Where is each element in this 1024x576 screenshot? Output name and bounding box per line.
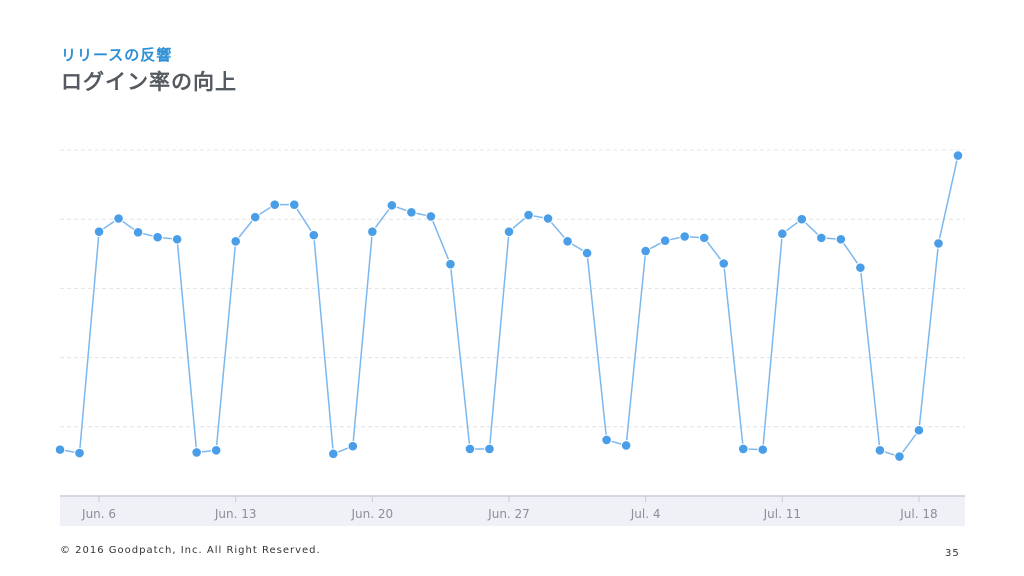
page-title: ログイン率の向上	[61, 70, 237, 94]
data-point[interactable]	[210, 445, 222, 456]
data-point[interactable]	[308, 229, 320, 241]
data-point[interactable]	[74, 447, 85, 459]
data-point[interactable]	[523, 209, 534, 221]
data-point[interactable]	[503, 226, 515, 237]
data-point[interactable]	[230, 236, 241, 247]
data-point[interactable]	[54, 444, 66, 455]
data-point[interactable]	[659, 235, 671, 246]
data-point[interactable]	[640, 245, 651, 257]
data-point[interactable]	[698, 232, 710, 244]
data-point[interactable]	[152, 231, 163, 243]
data-point[interactable]	[288, 199, 300, 210]
series-group	[54, 150, 964, 462]
data-point[interactable]	[933, 238, 944, 249]
data-point[interactable]	[464, 443, 476, 455]
data-point[interactable]	[425, 211, 437, 222]
data-point[interactable]	[913, 424, 925, 436]
data-point[interactable]	[367, 226, 378, 237]
data-point[interactable]	[737, 443, 749, 455]
x-tick-label: Jun. 13	[214, 507, 257, 521]
x-tick-label: Jul. 11	[763, 507, 801, 521]
data-point[interactable]	[132, 227, 144, 238]
data-point[interactable]	[386, 200, 398, 211]
data-point[interactable]	[835, 233, 847, 245]
data-point[interactable]	[855, 262, 866, 273]
data-point[interactable]	[952, 150, 964, 161]
x-tick-label: Jun. 20	[351, 507, 394, 521]
data-point[interactable]	[874, 445, 886, 456]
data-point[interactable]	[171, 233, 183, 245]
data-point[interactable]	[894, 451, 905, 462]
data-point[interactable]	[484, 443, 495, 455]
data-point[interactable]	[777, 228, 788, 240]
x-tick-label: Jun. 27	[487, 507, 530, 521]
gridlines	[60, 149, 965, 428]
x-axis-band	[60, 496, 965, 526]
data-point[interactable]	[581, 247, 593, 259]
x-tick-label: Jul. 18	[899, 507, 937, 521]
data-point[interactable]	[816, 232, 827, 244]
data-point[interactable]	[93, 226, 105, 237]
data-point[interactable]	[406, 206, 417, 218]
data-point[interactable]	[113, 213, 124, 224]
section-subtitle: リリースの反響	[61, 46, 173, 64]
data-point[interactable]	[757, 444, 769, 455]
data-point[interactable]	[249, 211, 261, 223]
data-point[interactable]	[328, 448, 339, 460]
x-tick-label: Jul. 4	[630, 507, 661, 521]
data-point[interactable]	[562, 236, 573, 247]
data-point[interactable]	[679, 231, 690, 242]
data-point[interactable]	[269, 199, 281, 210]
data-point[interactable]	[191, 447, 202, 458]
data-point[interactable]	[718, 258, 730, 269]
copyright-text: © 2016 Goodpatch, Inc. All Right Reserve…	[60, 545, 321, 556]
data-point[interactable]	[601, 434, 612, 446]
page-number: 35	[945, 548, 960, 559]
series-line	[59, 155, 959, 458]
data-point[interactable]	[542, 213, 554, 224]
data-point[interactable]	[445, 258, 456, 270]
x-axis-ticks: Jun. 6 Jun. 13 Jun. 20 Jun. 27 Jul. 4 Jul. 11…	[81, 496, 938, 521]
data-point[interactable]	[347, 440, 359, 452]
data-point[interactable]	[796, 213, 808, 225]
x-tick-label: Jun. 6	[81, 507, 116, 521]
data-point[interactable]	[620, 440, 632, 451]
